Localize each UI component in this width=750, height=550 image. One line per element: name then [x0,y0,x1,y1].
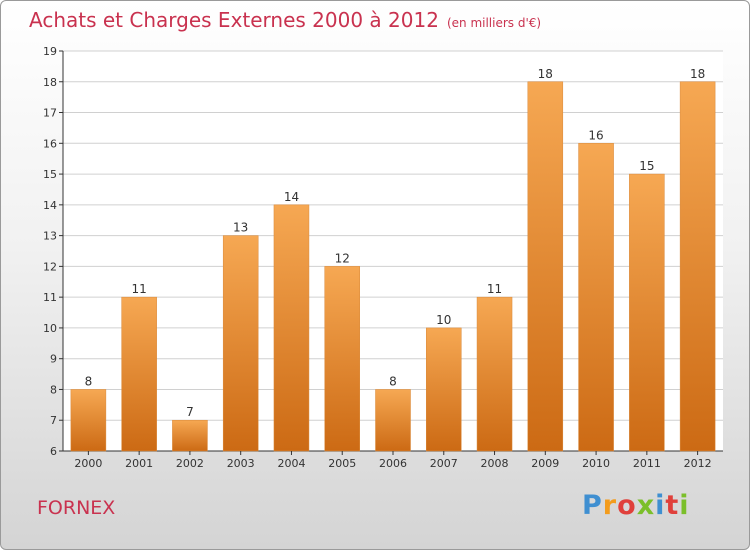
chart-title: Achats et Charges Externes 2000 à 2012 (e… [29,8,541,32]
x-tick-label-2005: 2005 [328,457,356,470]
chart-unit-note: (en milliers d'€) [446,16,542,30]
x-tick-label-2012: 2012 [684,457,712,470]
data-label-2008: 11 [487,282,502,296]
logo-letter: r [602,490,618,521]
bar-2002 [172,419,208,452]
x-tick-label-2006: 2006 [379,457,407,470]
data-label-2012: 18 [690,67,705,81]
bar-2008 [476,296,513,452]
logo-letter: x [636,490,656,521]
y-tick-label: 11 [43,291,57,304]
bar-2001 [121,296,157,452]
location-name: FORNEX [37,497,116,519]
logo-letter: t [665,490,680,521]
y-tick-label: 6 [50,445,57,458]
logo-letter: i [655,490,666,521]
bar-2007 [426,327,462,452]
bar-2010 [578,143,614,452]
chart-title-text: Achats et Charges Externes 2000 à 2012 [29,8,439,32]
logo-letter: o [617,490,637,521]
data-label-2002: 7 [186,405,194,419]
x-tick-label-2003: 2003 [227,457,255,470]
data-label-2011: 15 [639,159,654,173]
y-tick-label: 19 [43,45,57,58]
y-tick-label: 8 [50,383,57,396]
y-tick-label: 18 [43,76,57,89]
y-tick-label: 10 [43,322,57,335]
bar-2005 [324,266,360,452]
y-tick-label: 13 [43,230,57,243]
bar-2011 [629,173,665,452]
data-label-2000: 8 [85,374,93,388]
data-label-2005: 12 [335,251,350,265]
y-tick-label: 9 [50,353,57,366]
proxiti-logo: Proxiti [582,490,690,521]
y-tick-label: 14 [43,199,57,212]
bar-2000 [70,389,107,452]
x-tick-label-2010: 2010 [582,457,610,470]
bar-2009 [527,81,564,452]
bar-2004 [273,204,310,452]
data-label-2001: 11 [132,282,147,296]
x-tick-label-2008: 2008 [481,457,509,470]
x-tick-label-2004: 2004 [277,457,305,470]
x-tick-label-2001: 2001 [125,457,153,470]
data-label-2004: 14 [284,190,299,204]
x-tick-label-2000: 2000 [74,457,102,470]
logo-letter: P [582,490,603,521]
data-label-2009: 18 [538,67,553,81]
data-label-2006: 8 [389,374,397,388]
y-tick-label: 15 [43,168,57,181]
data-label-2010: 16 [588,128,603,142]
x-tick-label-2002: 2002 [176,457,204,470]
x-tick-label-2009: 2009 [531,457,559,470]
y-tick-label: 7 [50,414,57,427]
bar-2012 [679,81,716,452]
y-tick-label: 16 [43,137,57,150]
data-label-2003: 13 [233,221,248,235]
bar-2006 [375,389,411,452]
x-tick-label-2011: 2011 [633,457,661,470]
y-tick-label: 17 [43,107,57,120]
data-label-2007: 10 [436,313,451,327]
logo-letter: i [679,490,690,521]
y-tick-label: 12 [43,260,57,273]
bar-2003 [222,235,259,452]
x-tick-label-2007: 2007 [430,457,458,470]
